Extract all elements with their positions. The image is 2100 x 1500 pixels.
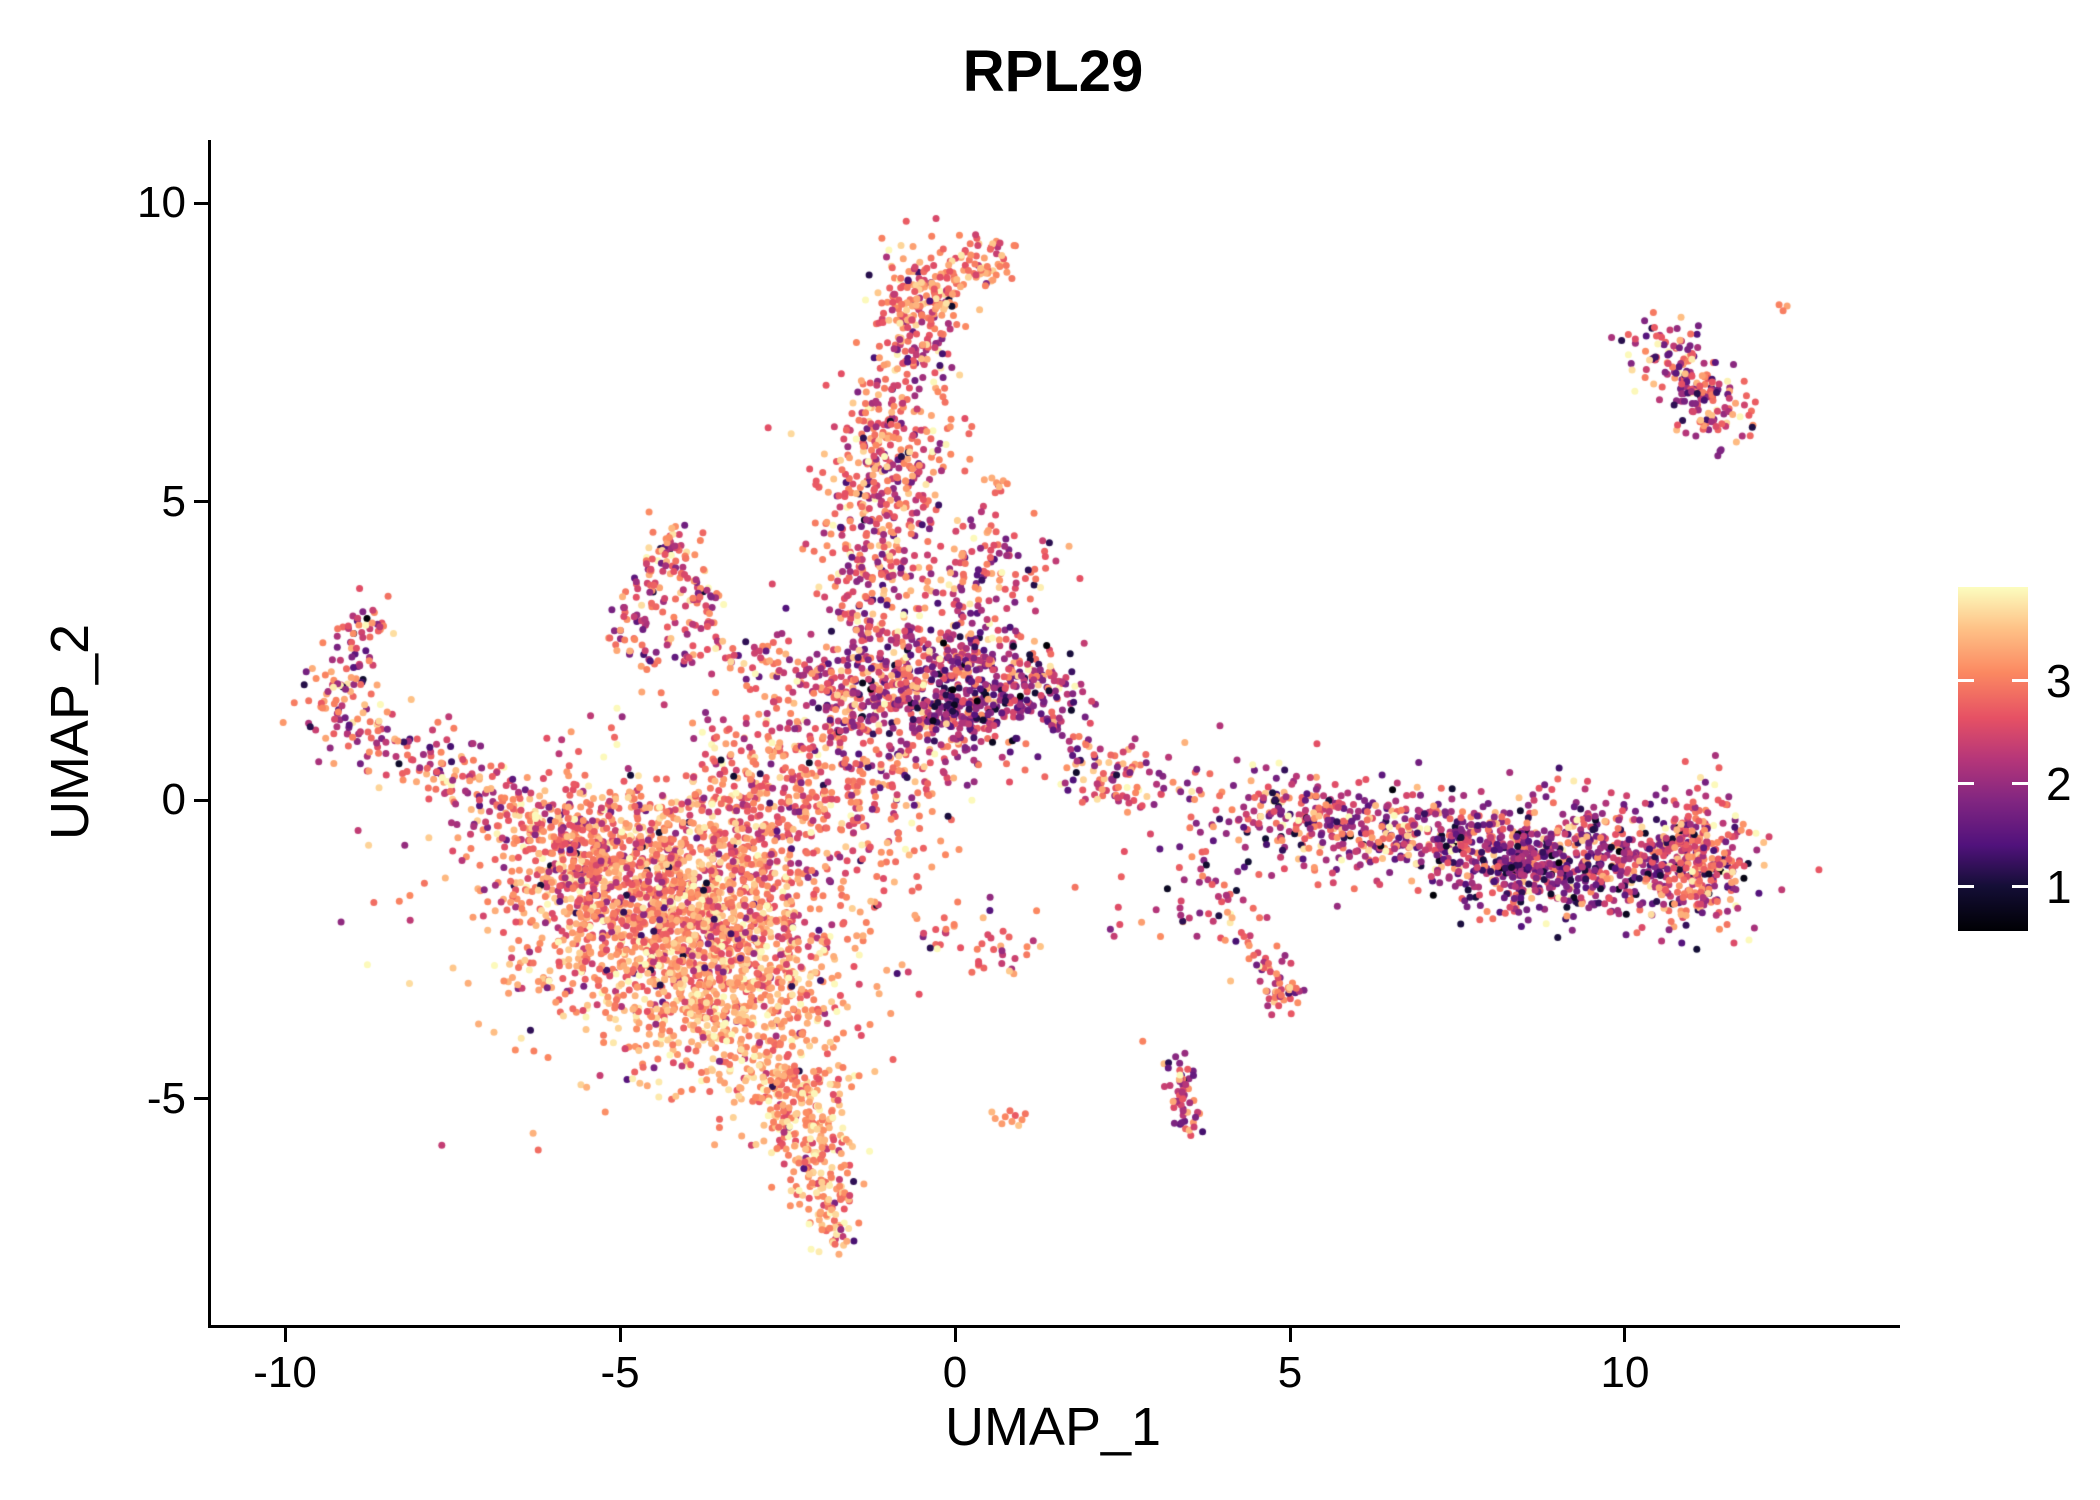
y-tick-label: -5 bbox=[146, 1073, 186, 1123]
colorbar-tick-label: 1 bbox=[2046, 860, 2072, 913]
colorbar-tick-mark bbox=[1958, 782, 1974, 786]
x-tick-label: 5 bbox=[1277, 1348, 1303, 1397]
y-tick-mark bbox=[194, 500, 208, 504]
colorbar-tick-mark bbox=[1958, 885, 1974, 889]
y-axis-line bbox=[208, 140, 211, 1328]
colorbar-tick-mark bbox=[1958, 679, 1974, 683]
x-tick-mark bbox=[953, 1328, 957, 1342]
page-title: RPL29 bbox=[962, 39, 1144, 104]
y-tick-mark bbox=[194, 798, 208, 802]
y-tick-mark bbox=[194, 201, 208, 205]
colorbar-tick-mark bbox=[2012, 782, 2028, 786]
x-axis-line bbox=[208, 1325, 1900, 1328]
colorbar-tick-mark bbox=[2012, 885, 2028, 889]
x-tick-label: -10 bbox=[253, 1348, 317, 1397]
x-axis-title: UMAP_1 bbox=[944, 1397, 1162, 1457]
colorbar-tick-mark bbox=[2012, 679, 2028, 683]
y-tick-mark bbox=[194, 1097, 208, 1101]
expression-colorbar bbox=[1958, 587, 2028, 931]
colorbar-tick-label: 3 bbox=[2046, 654, 2072, 707]
x-tick-label: 10 bbox=[1600, 1348, 1650, 1397]
y-tick-label: 10 bbox=[137, 178, 186, 228]
y-tick-label: 0 bbox=[161, 775, 186, 825]
x-tick-mark bbox=[1623, 1328, 1627, 1342]
colorbar-tick-label: 2 bbox=[2046, 757, 2072, 810]
y-tick-label: 5 bbox=[161, 476, 186, 526]
x-tick-mark bbox=[618, 1328, 622, 1342]
x-tick-label: 0 bbox=[942, 1348, 968, 1397]
x-tick-label: -5 bbox=[600, 1348, 640, 1397]
x-tick-mark bbox=[283, 1328, 287, 1342]
x-tick-mark bbox=[1288, 1328, 1292, 1342]
